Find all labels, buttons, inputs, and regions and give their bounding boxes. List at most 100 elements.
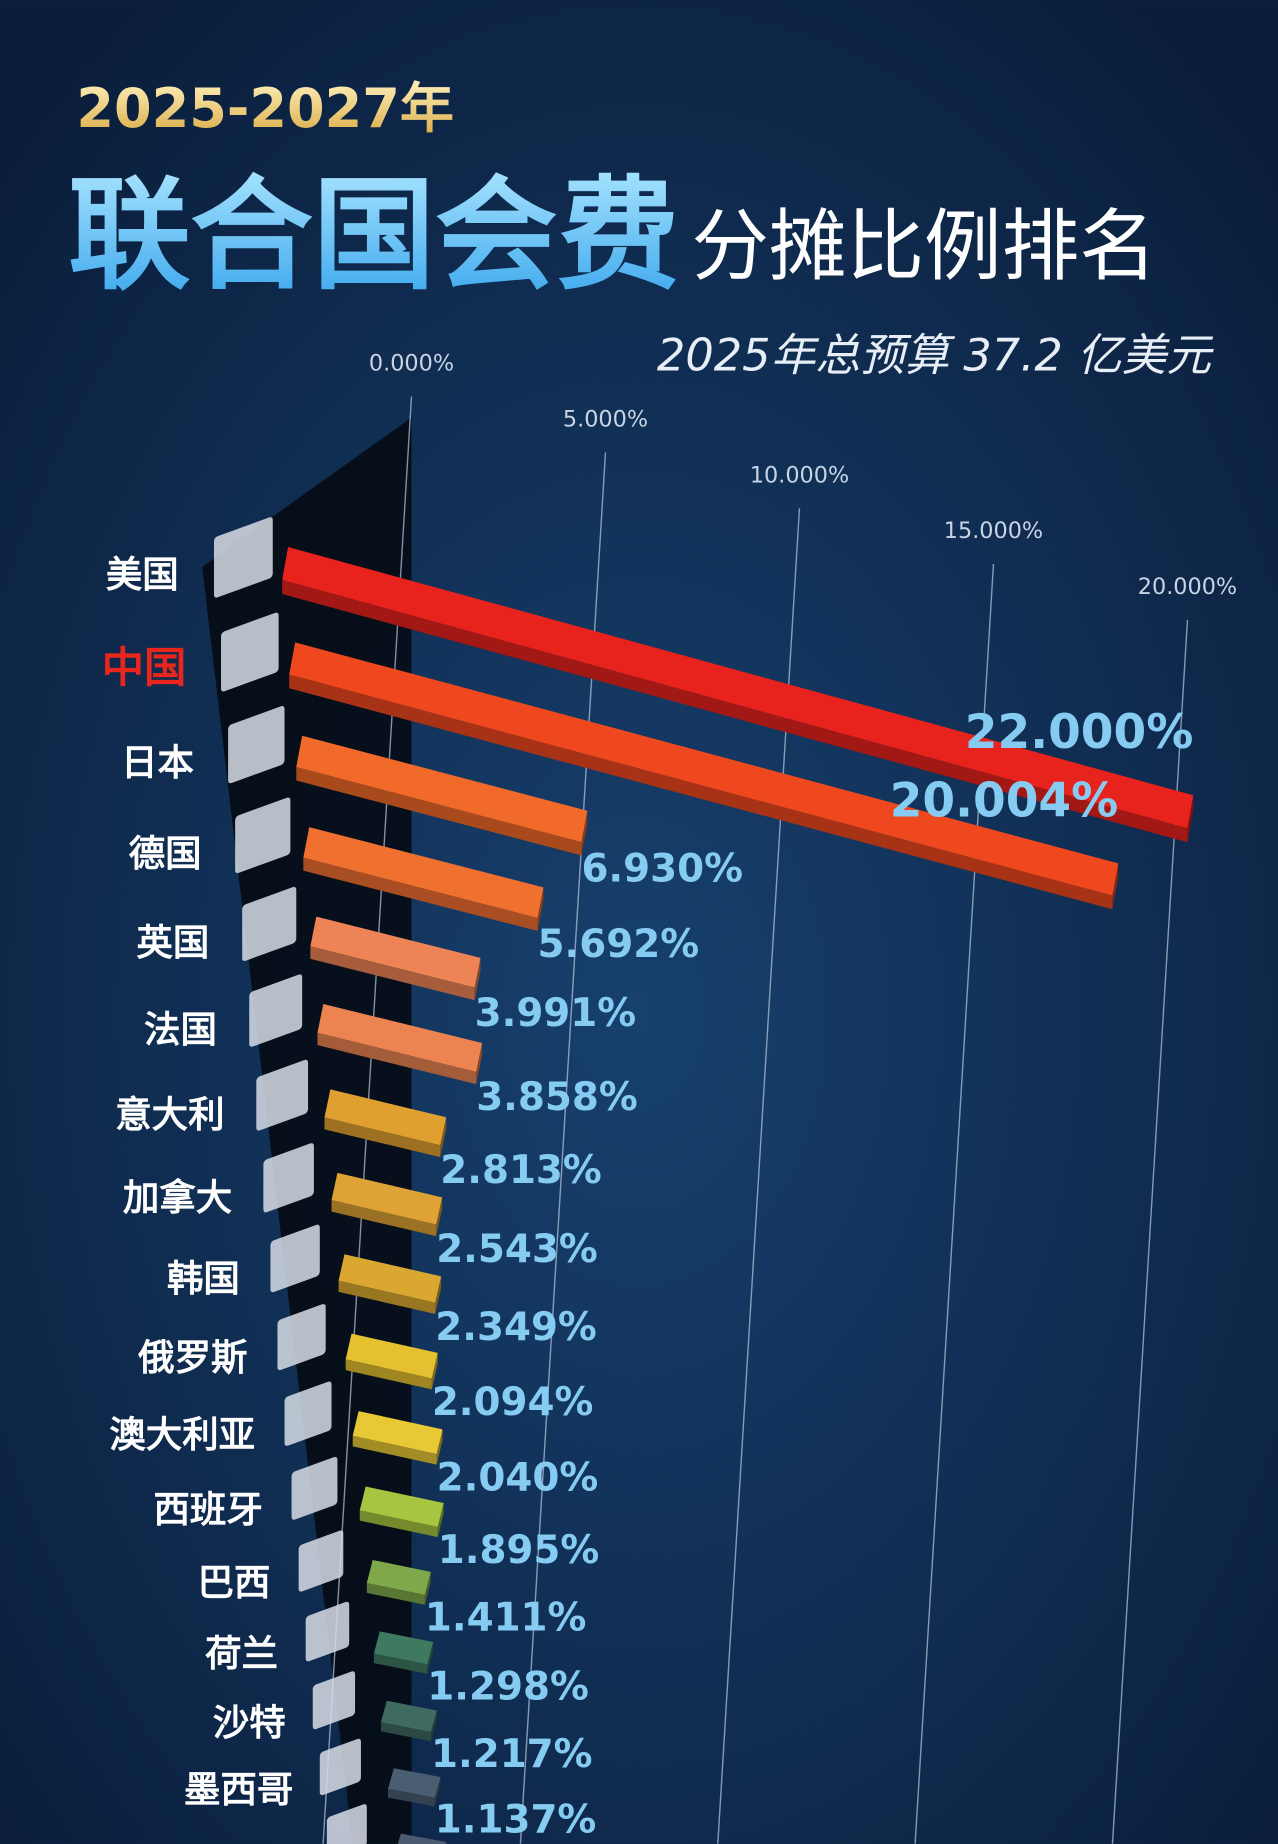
bar-front (289, 674, 1113, 910)
category-label: 加拿大 (123, 1176, 232, 1219)
bar-end (435, 1276, 442, 1314)
flag (277, 1304, 326, 1371)
category-label: 巴西 (198, 1561, 271, 1604)
bar (366, 1559, 431, 1595)
x-tick-label: 5.000% (563, 406, 648, 432)
bar-end (431, 1710, 437, 1742)
flag (256, 1059, 309, 1131)
flag (242, 886, 297, 961)
value-label: 2.813% (440, 1148, 602, 1193)
category-label: 荷兰 (205, 1632, 278, 1675)
bar-front (387, 1788, 435, 1807)
bar-end (1187, 795, 1194, 843)
value-label: 6.930% (581, 846, 743, 891)
bar (331, 1172, 443, 1225)
subtitle: 2025年总预算 37.2 亿美元 (657, 330, 1214, 382)
bar-end (436, 1429, 443, 1465)
bar (282, 546, 1194, 829)
bar-end (476, 1043, 483, 1085)
bar-front (331, 1199, 437, 1237)
bar (296, 735, 588, 842)
value-label: 2.094% (432, 1380, 594, 1425)
flag (249, 974, 303, 1047)
bar (310, 916, 481, 988)
flag (291, 1456, 338, 1520)
category-label: 西班牙 (153, 1488, 262, 1531)
bar-end (1112, 863, 1119, 910)
bar (303, 827, 544, 918)
category-label: 澳大利亚 (109, 1413, 255, 1456)
value-label: 2.349% (435, 1305, 597, 1350)
bar-front (303, 857, 538, 931)
bar-end (440, 1117, 447, 1158)
flag (221, 612, 279, 692)
bar-front (373, 1653, 428, 1674)
category-label: 沙特 (213, 1701, 286, 1744)
bar-end (437, 1503, 444, 1538)
bar (345, 1333, 438, 1379)
value-label: 2.040% (437, 1455, 599, 1500)
category-label: 俄罗斯 (137, 1336, 247, 1379)
bar-end (537, 887, 544, 931)
value-label: 1.895% (438, 1528, 600, 1573)
value-label: 1.298% (427, 1665, 589, 1710)
bar-end (431, 1352, 438, 1390)
flag (312, 1671, 356, 1730)
bar-end (424, 1571, 431, 1605)
bar-end (436, 1197, 443, 1237)
flag (284, 1381, 332, 1446)
flag (298, 1530, 344, 1592)
x-tick-label: 10.000% (750, 462, 849, 488)
bar (317, 1004, 483, 1072)
category-label: 法国 (144, 1008, 217, 1051)
flag (213, 517, 273, 598)
bar-front (345, 1359, 432, 1390)
category-label: 意大利 (115, 1093, 224, 1136)
bar-front (366, 1582, 425, 1605)
x-tick-label: 0.000% (369, 351, 454, 377)
category-label: 英国 (136, 921, 209, 964)
x-tick-label: 20.000% (1138, 574, 1237, 600)
value-label: 3.991% (475, 991, 637, 1036)
bar-end (474, 957, 481, 1001)
bar (380, 1700, 437, 1732)
category-label: 德国 (129, 832, 202, 875)
value-label: 1.137% (435, 1797, 597, 1842)
flag (228, 706, 285, 784)
bar (289, 642, 1119, 896)
flag (319, 1738, 361, 1796)
flag (263, 1143, 314, 1213)
bar (359, 1486, 444, 1527)
value-label: 1.217% (431, 1732, 593, 1777)
bar-end (434, 1777, 441, 1807)
bar-front (282, 579, 1188, 843)
value-label: 5.692% (538, 922, 700, 967)
bar-front (359, 1510, 438, 1538)
flag (305, 1601, 350, 1662)
bar-front (296, 767, 582, 856)
category-label: 墨西哥 (184, 1768, 293, 1811)
category-label: 美国 (106, 553, 179, 596)
x-tick-label: 15.000% (944, 518, 1043, 544)
title-years: 2025-2027年 (76, 77, 454, 140)
category-label: 韩国 (167, 1257, 240, 1300)
flag (326, 1804, 367, 1844)
bar (373, 1631, 434, 1665)
bar (387, 1768, 441, 1798)
bar-front (352, 1435, 437, 1465)
bar-end (581, 810, 588, 856)
flag (270, 1224, 320, 1293)
value-label: 20.004% (890, 773, 1119, 828)
value-label: 1.411% (425, 1596, 587, 1641)
category-label: 中国 (102, 642, 187, 692)
bar (324, 1089, 447, 1146)
title-main: 联合国会费 (68, 165, 679, 307)
bar-front (317, 1032, 477, 1085)
bar (338, 1254, 442, 1303)
title-rest: 分摊比例排名 (691, 202, 1156, 292)
value-label: 22.000% (965, 705, 1194, 760)
bar (352, 1411, 443, 1455)
